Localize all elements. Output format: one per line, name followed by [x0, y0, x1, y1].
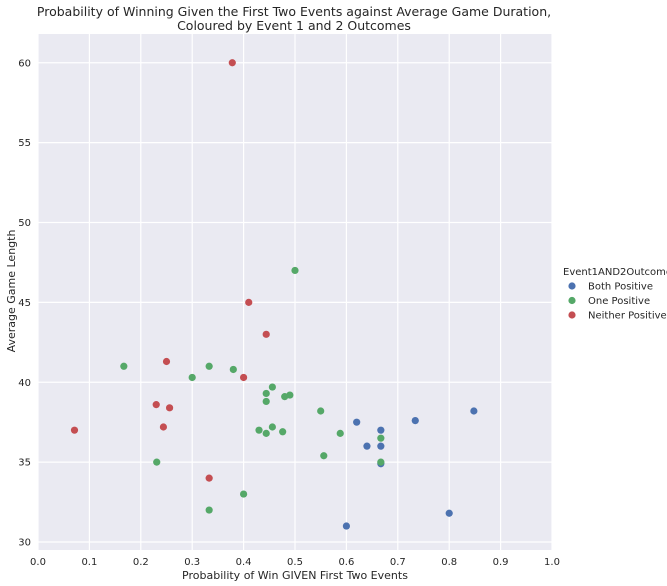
point-one-positive	[262, 429, 270, 437]
point-one-positive	[268, 423, 276, 431]
point-one-positive	[205, 506, 213, 514]
x-tick-label: 0.0	[30, 557, 46, 568]
y-tick-label: 30	[18, 538, 31, 549]
x-tick-label: 0.9	[493, 557, 509, 568]
legend-marker	[568, 311, 576, 319]
y-tick-label: 50	[18, 218, 31, 229]
point-one-positive	[188, 373, 196, 382]
point-both-positive	[445, 509, 453, 517]
point-neither-positive	[205, 474, 213, 482]
point-neither-positive	[165, 404, 174, 412]
legend: Event1AND2Outcome Both Positive One Posit…	[563, 267, 667, 322]
legend-entry: Neither Positive	[588, 311, 667, 322]
point-one-positive	[336, 429, 344, 437]
point-both-positive	[411, 417, 419, 425]
point-both-positive	[377, 426, 385, 434]
point-neither-positive	[70, 426, 79, 434]
y-axis-label: Average Game Length	[5, 230, 18, 353]
point-neither-positive	[162, 357, 171, 366]
y-axis-ticks: 30 35 40 45 50 55 60	[18, 58, 31, 548]
x-tick-label: 0.7	[390, 557, 406, 568]
point-one-positive	[320, 452, 328, 460]
x-tick-label: 0.6	[338, 557, 354, 568]
x-tick-label: 0.5	[287, 557, 303, 568]
y-tick-label: 55	[18, 138, 31, 149]
legend-marker	[568, 282, 576, 290]
y-tick-label: 45	[18, 298, 31, 309]
point-both-positive	[353, 418, 361, 426]
point-one-positive	[229, 365, 237, 374]
point-one-positive	[377, 458, 385, 466]
point-neither-positive	[152, 401, 160, 409]
chart-subtitle: Coloured by Event 1 and 2 Outcomes	[177, 18, 411, 33]
point-one-positive	[240, 490, 248, 498]
point-both-positive	[363, 442, 371, 450]
chart-title: Probability of Winning Given the First T…	[37, 4, 551, 19]
legend-entry: Both Positive	[588, 282, 653, 293]
point-neither-positive	[245, 298, 253, 306]
point-one-positive	[291, 266, 299, 275]
x-tick-label: 1.0	[544, 557, 560, 568]
point-one-positive	[255, 426, 263, 434]
point-neither-positive	[159, 423, 168, 431]
point-one-positive	[377, 434, 385, 442]
legend-marker	[568, 296, 576, 305]
point-one-positive	[286, 391, 294, 399]
legend-entry: One Positive	[588, 296, 650, 307]
point-both-positive	[377, 442, 385, 450]
x-tick-label: 0.2	[133, 557, 149, 568]
y-tick-label: 40	[18, 378, 31, 389]
point-one-positive	[120, 362, 128, 370]
x-tick-label: 0.8	[441, 557, 457, 568]
legend-title: Event1AND2Outcome	[563, 267, 667, 278]
data-points	[70, 59, 478, 530]
point-neither-positive	[228, 59, 236, 67]
point-one-positive	[153, 458, 161, 466]
x-axis-ticks: 0.0 0.1 0.2 0.3 0.4 0.5 0.6 0.7 0.8 0.9 1.0	[30, 557, 560, 568]
point-both-positive	[342, 522, 350, 530]
point-one-positive	[262, 389, 270, 398]
point-one-positive	[268, 383, 276, 391]
point-neither-positive	[240, 373, 248, 382]
x-tick-label: 0.3	[184, 557, 200, 568]
y-tick-label: 60	[18, 58, 31, 69]
point-one-positive	[205, 362, 213, 370]
x-tick-label: 0.4	[236, 557, 252, 568]
x-tick-label: 0.1	[81, 557, 97, 568]
x-axis-label: Probability of Win GIVEN First Two Event…	[182, 569, 408, 582]
point-both-positive	[470, 407, 478, 415]
point-one-positive	[317, 407, 325, 415]
point-one-positive	[262, 397, 270, 406]
y-tick-label: 35	[18, 458, 31, 469]
point-neither-positive	[262, 330, 270, 338]
point-one-positive	[279, 428, 287, 436]
grid-lines	[37, 34, 553, 550]
